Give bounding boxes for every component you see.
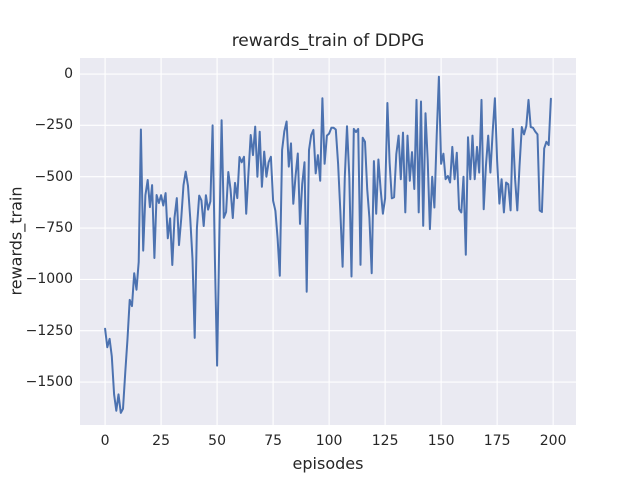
x-tick-label: 125 (371, 433, 399, 449)
x-tick-label: 150 (427, 433, 455, 449)
x-tick-label: 200 (539, 433, 567, 449)
y-tick-label: −500 (34, 168, 73, 185)
y-tick-label: −750 (34, 220, 73, 237)
x-tick-label: 0 (100, 433, 110, 449)
y-tick-label: 0 (64, 66, 73, 83)
y-tick-label: −1250 (25, 322, 73, 339)
x-tick-label: 175 (483, 433, 511, 449)
y-tick-label: −1000 (25, 271, 73, 288)
x-tick-label: 100 (315, 433, 343, 449)
chart-title: rewards_train of DDPG (231, 31, 425, 51)
y-tick-label: −250 (34, 117, 73, 134)
y-tick-label: −1500 (25, 374, 73, 391)
x-axis-label: episodes (292, 454, 364, 473)
x-tick-label: 50 (208, 433, 227, 449)
x-tick-label: 25 (152, 433, 171, 449)
x-tick-label: 75 (264, 433, 283, 449)
rewards-train-line (104, 75, 552, 414)
